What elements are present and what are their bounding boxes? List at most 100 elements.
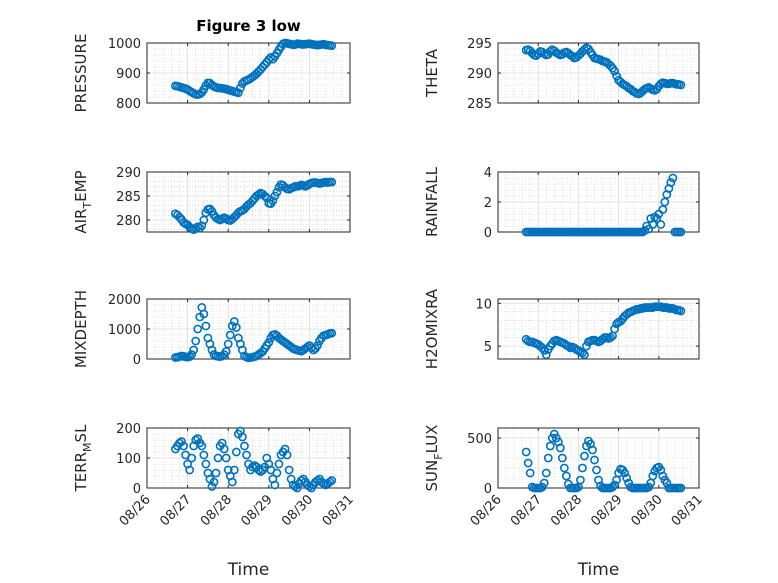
data-point (264, 338, 274, 347)
y-tick-label: 2 (484, 196, 492, 211)
subplot-pressure: 800 900 1000 PRESSURE Figure 3 low (72, 17, 351, 113)
data-point (676, 483, 686, 493)
data-point (610, 66, 619, 76)
data-point (640, 226, 650, 235)
data-point (233, 88, 243, 98)
y-tick-label: 500 (467, 432, 492, 447)
data-point (185, 465, 195, 475)
data-point (207, 482, 217, 491)
data-point (272, 468, 282, 478)
data-point (260, 191, 270, 201)
data-point (197, 221, 207, 231)
y-axis-label: PRESSURE (72, 34, 90, 113)
data-point (648, 471, 658, 481)
data-point (555, 443, 565, 453)
data-point (325, 477, 335, 487)
x-axis-label: Time (227, 560, 270, 580)
data-point (199, 309, 209, 319)
data-point (223, 339, 233, 349)
y-tick-label: 285 (467, 97, 492, 112)
data-point (242, 450, 251, 460)
data-point (229, 465, 239, 475)
y-axis-label: TERRMSL (72, 424, 94, 493)
subplot-rainfall: 0 2 4 RAINFALL (423, 166, 700, 241)
axes-frame (497, 298, 700, 360)
data-series-rainfall (521, 173, 686, 237)
y-axis-label-suffix: SL (72, 424, 90, 443)
y-tick-label: 0 (484, 482, 492, 497)
data-point (592, 465, 601, 475)
data-point (219, 444, 229, 454)
data-point (201, 459, 211, 469)
data-point (656, 220, 666, 229)
data-point (598, 334, 607, 344)
data-point (179, 441, 188, 451)
data-point (533, 49, 543, 59)
data-point (676, 80, 686, 90)
y-axis-label-main: TERR (72, 452, 90, 493)
data-point (559, 463, 569, 473)
y-tick-label: 0 (133, 353, 141, 368)
data-point (195, 223, 205, 233)
data-point (199, 450, 209, 460)
data-point (217, 214, 227, 224)
data-point (545, 441, 555, 451)
data-point (225, 330, 235, 340)
y-tick-label: 295 (467, 37, 492, 52)
data-point (606, 61, 615, 71)
data-point (268, 196, 278, 206)
y-tick-label: 0 (484, 226, 492, 241)
y-tick-label: 200 (116, 422, 141, 437)
data-point (296, 476, 306, 485)
data-point (590, 455, 599, 465)
data-point (187, 453, 197, 463)
chart-title: Figure 3 low (196, 17, 301, 35)
data-series-pressure (171, 38, 337, 99)
data-point (539, 478, 549, 488)
data-point (567, 51, 577, 61)
y-axis-label: THETA (423, 48, 441, 98)
y-tick-label: 280 (116, 214, 141, 229)
data-point (270, 480, 280, 490)
data-series-air (171, 177, 337, 234)
data-point (313, 341, 322, 350)
data-point (292, 483, 302, 493)
y-axis-label-main: PRESSURE (72, 34, 90, 113)
data-point (561, 471, 571, 481)
y-tick-label: 10 (475, 297, 492, 312)
data-point (185, 352, 195, 361)
data-point (557, 453, 567, 463)
data-point (606, 333, 615, 342)
data-point (543, 453, 553, 463)
data-point (610, 480, 619, 490)
y-axis-label-main: AIR (72, 209, 90, 234)
data-point (238, 432, 247, 442)
data-point (612, 71, 621, 81)
y-axis-label: H2OMIXRA (423, 288, 441, 369)
data-point (213, 453, 223, 463)
data-point (240, 441, 249, 451)
data-point (539, 346, 549, 355)
data-point (576, 475, 585, 485)
data-point (327, 328, 337, 338)
data-point (304, 482, 314, 491)
y-axis-label-main: MIXDEPTH (72, 290, 90, 368)
data-point (521, 447, 531, 457)
data-point (578, 348, 587, 358)
data-point (327, 41, 337, 51)
data-point (254, 190, 264, 199)
data-point (197, 441, 207, 451)
data-point (231, 447, 241, 457)
data-point (272, 187, 282, 197)
y-tick-label: 900 (116, 67, 141, 82)
data-series-terr (171, 426, 337, 493)
y-axis-label: MIXDEPTH (72, 290, 90, 368)
y-tick-label: 1000 (108, 323, 141, 338)
y-tick-label: 290 (116, 166, 141, 181)
y-axis-label: SUNFLUX (423, 425, 445, 492)
subplot-mixdepth: 0 1000 2000 MIXDEPTH (72, 290, 351, 368)
data-point (227, 477, 237, 487)
y-tick-label: 100 (116, 452, 141, 467)
data-series-h2omixra (521, 302, 686, 360)
